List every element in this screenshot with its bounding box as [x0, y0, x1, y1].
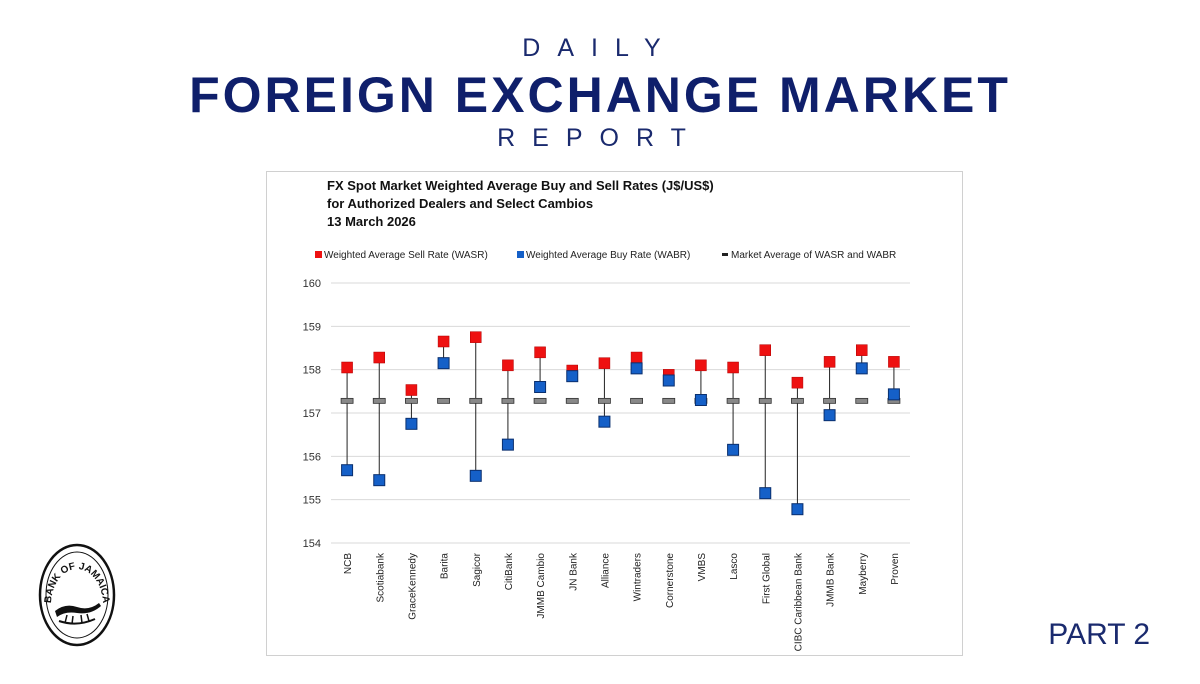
- avg-marker-wintraders: [630, 397, 643, 404]
- sell-marker-citibank: [502, 359, 514, 372]
- avg-marker-barita: [437, 397, 450, 404]
- x-tick-label-jmmb-cambio: JMMB Cambio: [536, 553, 547, 619]
- avg-marker-scotiabank: [372, 397, 386, 404]
- avg-marker-jmmb-cambio: [533, 397, 547, 404]
- y-tick-label-159: 159: [303, 321, 321, 333]
- legend-marker-3: [722, 253, 728, 256]
- sell-marker-gracekennedy: [405, 384, 418, 396]
- x-tick-label-citibank: CitiBank: [504, 552, 515, 590]
- legend-label-2: Weighted Average Buy Rate (WABR): [526, 250, 690, 261]
- legend-marker-1: [315, 251, 322, 258]
- x-tick-label-alliance: Alliance: [600, 553, 611, 588]
- buy-marker-lasco: [727, 443, 740, 456]
- sell-marker-jmmb-cambio: [534, 346, 546, 359]
- avg-marker-ncb: [340, 397, 354, 404]
- y-tick-label-154: 154: [303, 538, 321, 550]
- avg-marker-alliance: [598, 397, 611, 404]
- avg-marker-gracekennedy: [405, 397, 418, 404]
- buy-marker-jmmb-bank: [823, 409, 836, 422]
- x-tick-label-wintraders: Wintraders: [633, 553, 644, 601]
- sell-marker-jmmb-bank: [823, 356, 836, 368]
- legend-label-1: Weighted Average Sell Rate (WASR): [324, 250, 488, 261]
- fx-rates-chart: Weighted Average Sell Rate (WASR) Weighte…: [303, 250, 910, 651]
- avg-marker-cibc-caribbean-bank: [791, 397, 804, 404]
- sell-marker-vmbs: [695, 359, 707, 372]
- y-tick-label-156: 156: [303, 451, 321, 463]
- y-tick-label-155: 155: [303, 495, 321, 507]
- sell-marker-sagicor: [470, 331, 482, 343]
- header-report: REPORT: [497, 124, 703, 152]
- avg-marker-cornerstone: [662, 397, 676, 404]
- buy-marker-cornerstone: [662, 374, 675, 387]
- chart-title-line-1: FX Spot Market Weighted Average Buy and …: [327, 178, 714, 193]
- x-tick-label-mayberry: Mayberry: [858, 553, 869, 595]
- x-tick-label-barita: Barita: [440, 553, 451, 580]
- buy-marker-barita: [437, 357, 450, 370]
- chart-title: FX Spot Market Weighted Average Buy and …: [327, 177, 714, 231]
- avg-marker-sagicor: [469, 397, 483, 404]
- x-tick-label-jn-bank: JN Bank: [568, 552, 579, 591]
- x-tick-label-ncb: NCB: [343, 553, 354, 574]
- sell-marker-lasco: [727, 361, 739, 374]
- buy-marker-scotiabank: [373, 474, 386, 487]
- buy-marker-ncb: [341, 464, 354, 477]
- sell-marker-first-global: [759, 344, 771, 356]
- buy-marker-citibank: [501, 438, 514, 451]
- sell-marker-mayberry: [856, 344, 868, 356]
- avg-marker-citibank: [501, 397, 515, 404]
- chart-title-line-3: 13 March 2026: [327, 214, 416, 229]
- x-tick-label-vmbs: VMBS: [697, 553, 708, 582]
- y-tick-label-158: 158: [303, 365, 321, 377]
- x-tick-label-sagicor: Sagicor: [472, 552, 483, 587]
- avg-marker-mayberry: [855, 397, 869, 404]
- legend-label-3: Market Average of WASR and WABR: [731, 250, 896, 261]
- part-label: PART 2: [1048, 618, 1150, 651]
- buy-marker-first-global: [759, 487, 772, 500]
- y-tick-label-157: 157: [303, 408, 321, 420]
- avg-marker-lasco: [726, 397, 740, 404]
- header-daily: DAILY: [522, 34, 678, 62]
- legend-marker-2: [517, 251, 524, 258]
- x-tick-label-first-global: First Global: [761, 553, 772, 604]
- avg-marker-jn-bank: [565, 397, 579, 404]
- buy-marker-mayberry: [855, 362, 868, 375]
- avg-marker-jmmb-bank: [823, 397, 836, 404]
- sell-marker-wintraders: [630, 351, 643, 364]
- buy-marker-alliance: [598, 415, 611, 428]
- y-tick-label-160: 160: [303, 278, 321, 290]
- sell-marker-alliance: [598, 357, 611, 369]
- x-tick-label-lasco: Lasco: [729, 553, 740, 580]
- x-tick-label-cornerstone: Cornerstone: [665, 553, 676, 608]
- buy-marker-jmmb-cambio: [534, 381, 547, 393]
- buy-marker-jn-bank: [566, 370, 579, 383]
- x-tick-label-cibc-caribbean-bank: CIBC Caribbean Bank: [793, 552, 804, 651]
- buy-marker-gracekennedy: [405, 417, 418, 430]
- buy-marker-proven: [887, 388, 900, 401]
- sell-marker-scotiabank: [373, 351, 385, 364]
- bank-of-jamaica-seal-icon: BANK OF JAMAICA: [38, 543, 116, 647]
- sell-marker-ncb: [341, 361, 353, 374]
- x-tick-label-proven: Proven: [890, 553, 901, 585]
- x-tick-label-jmmb-bank: JMMB Bank: [826, 552, 837, 607]
- header-title: FOREIGN EXCHANGE MARKET: [189, 67, 1011, 123]
- chart-container: FX Spot Market Weighted Average Buy and …: [266, 171, 963, 656]
- buy-marker-sagicor: [469, 469, 482, 482]
- sell-marker-cibc-caribbean-bank: [791, 376, 804, 389]
- x-tick-label-gracekennedy: GraceKennedy: [407, 553, 418, 620]
- buy-marker-cibc-caribbean-bank: [791, 503, 804, 516]
- buy-marker-vmbs: [694, 394, 707, 406]
- chart-title-line-2: for Authorized Dealers and Select Cambio…: [327, 196, 594, 211]
- avg-marker-first-global: [758, 397, 772, 404]
- sell-marker-proven: [888, 356, 900, 368]
- sell-marker-barita: [437, 335, 450, 348]
- buy-marker-wintraders: [630, 362, 643, 375]
- x-tick-label-scotiabank: Scotiabank: [375, 552, 386, 602]
